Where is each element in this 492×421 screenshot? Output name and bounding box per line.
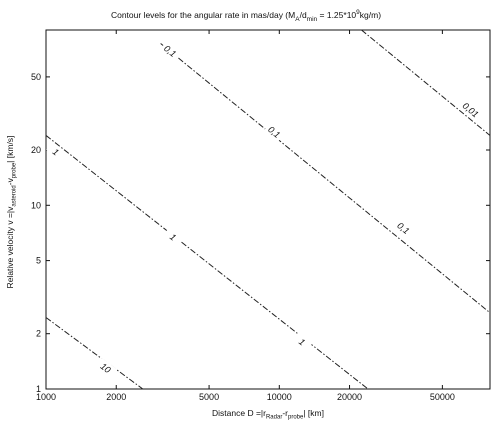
contour-label-bg [292,331,313,351]
x-tick-label: 5000 [199,392,219,402]
contour-label-bg [461,99,482,119]
contour-label-bg [264,121,285,141]
contour-label-bg [393,217,415,238]
y-tick-label: 2 [36,329,41,339]
x-tick-label: 1000 [36,392,56,402]
x-axis-ticks: 1000 2000 5000 10000 20000 50000 [36,30,455,402]
x-axis-label: Distance D =|rRadar-rprobe| [km] [212,408,324,421]
contour-label-bg [95,357,117,377]
y-tick-label: 5 [36,256,41,266]
contour-line-10 [45,317,144,390]
y-tick-label: 50 [31,72,41,82]
contour-label-bg [163,226,184,246]
x-tick-label: 50000 [430,392,455,402]
y-axis-label: Relative velocity v =|vasteroid-vprobe| … [5,136,18,289]
contour-line-0-1 [160,43,491,314]
x-tick-label: 20000 [337,392,362,402]
x-tick-label: 2000 [106,392,126,402]
contour-label-bg [160,40,181,60]
contour-label: 1 [297,337,307,348]
chart-title: Contour levels for the angular rate in m… [111,9,381,23]
contour-label-bg [46,141,67,161]
plot-frame [45,29,491,390]
y-axis-ticks: 1 2 5 10 20 50 [31,72,490,394]
y-tick-label: 20 [31,145,41,155]
y-tick-label: 1 [36,384,41,394]
contour-label: 1 [168,232,178,243]
contour-label: 1 [51,147,61,158]
y-tick-label: 10 [31,200,41,210]
x-tick-label: 10000 [267,392,292,402]
contour-lines [45,29,491,390]
contour-line-1 [45,135,369,390]
contour-label: 10 [99,361,113,375]
contour-line-0-01 [361,29,491,136]
contour-label: 0,01 [461,101,481,120]
